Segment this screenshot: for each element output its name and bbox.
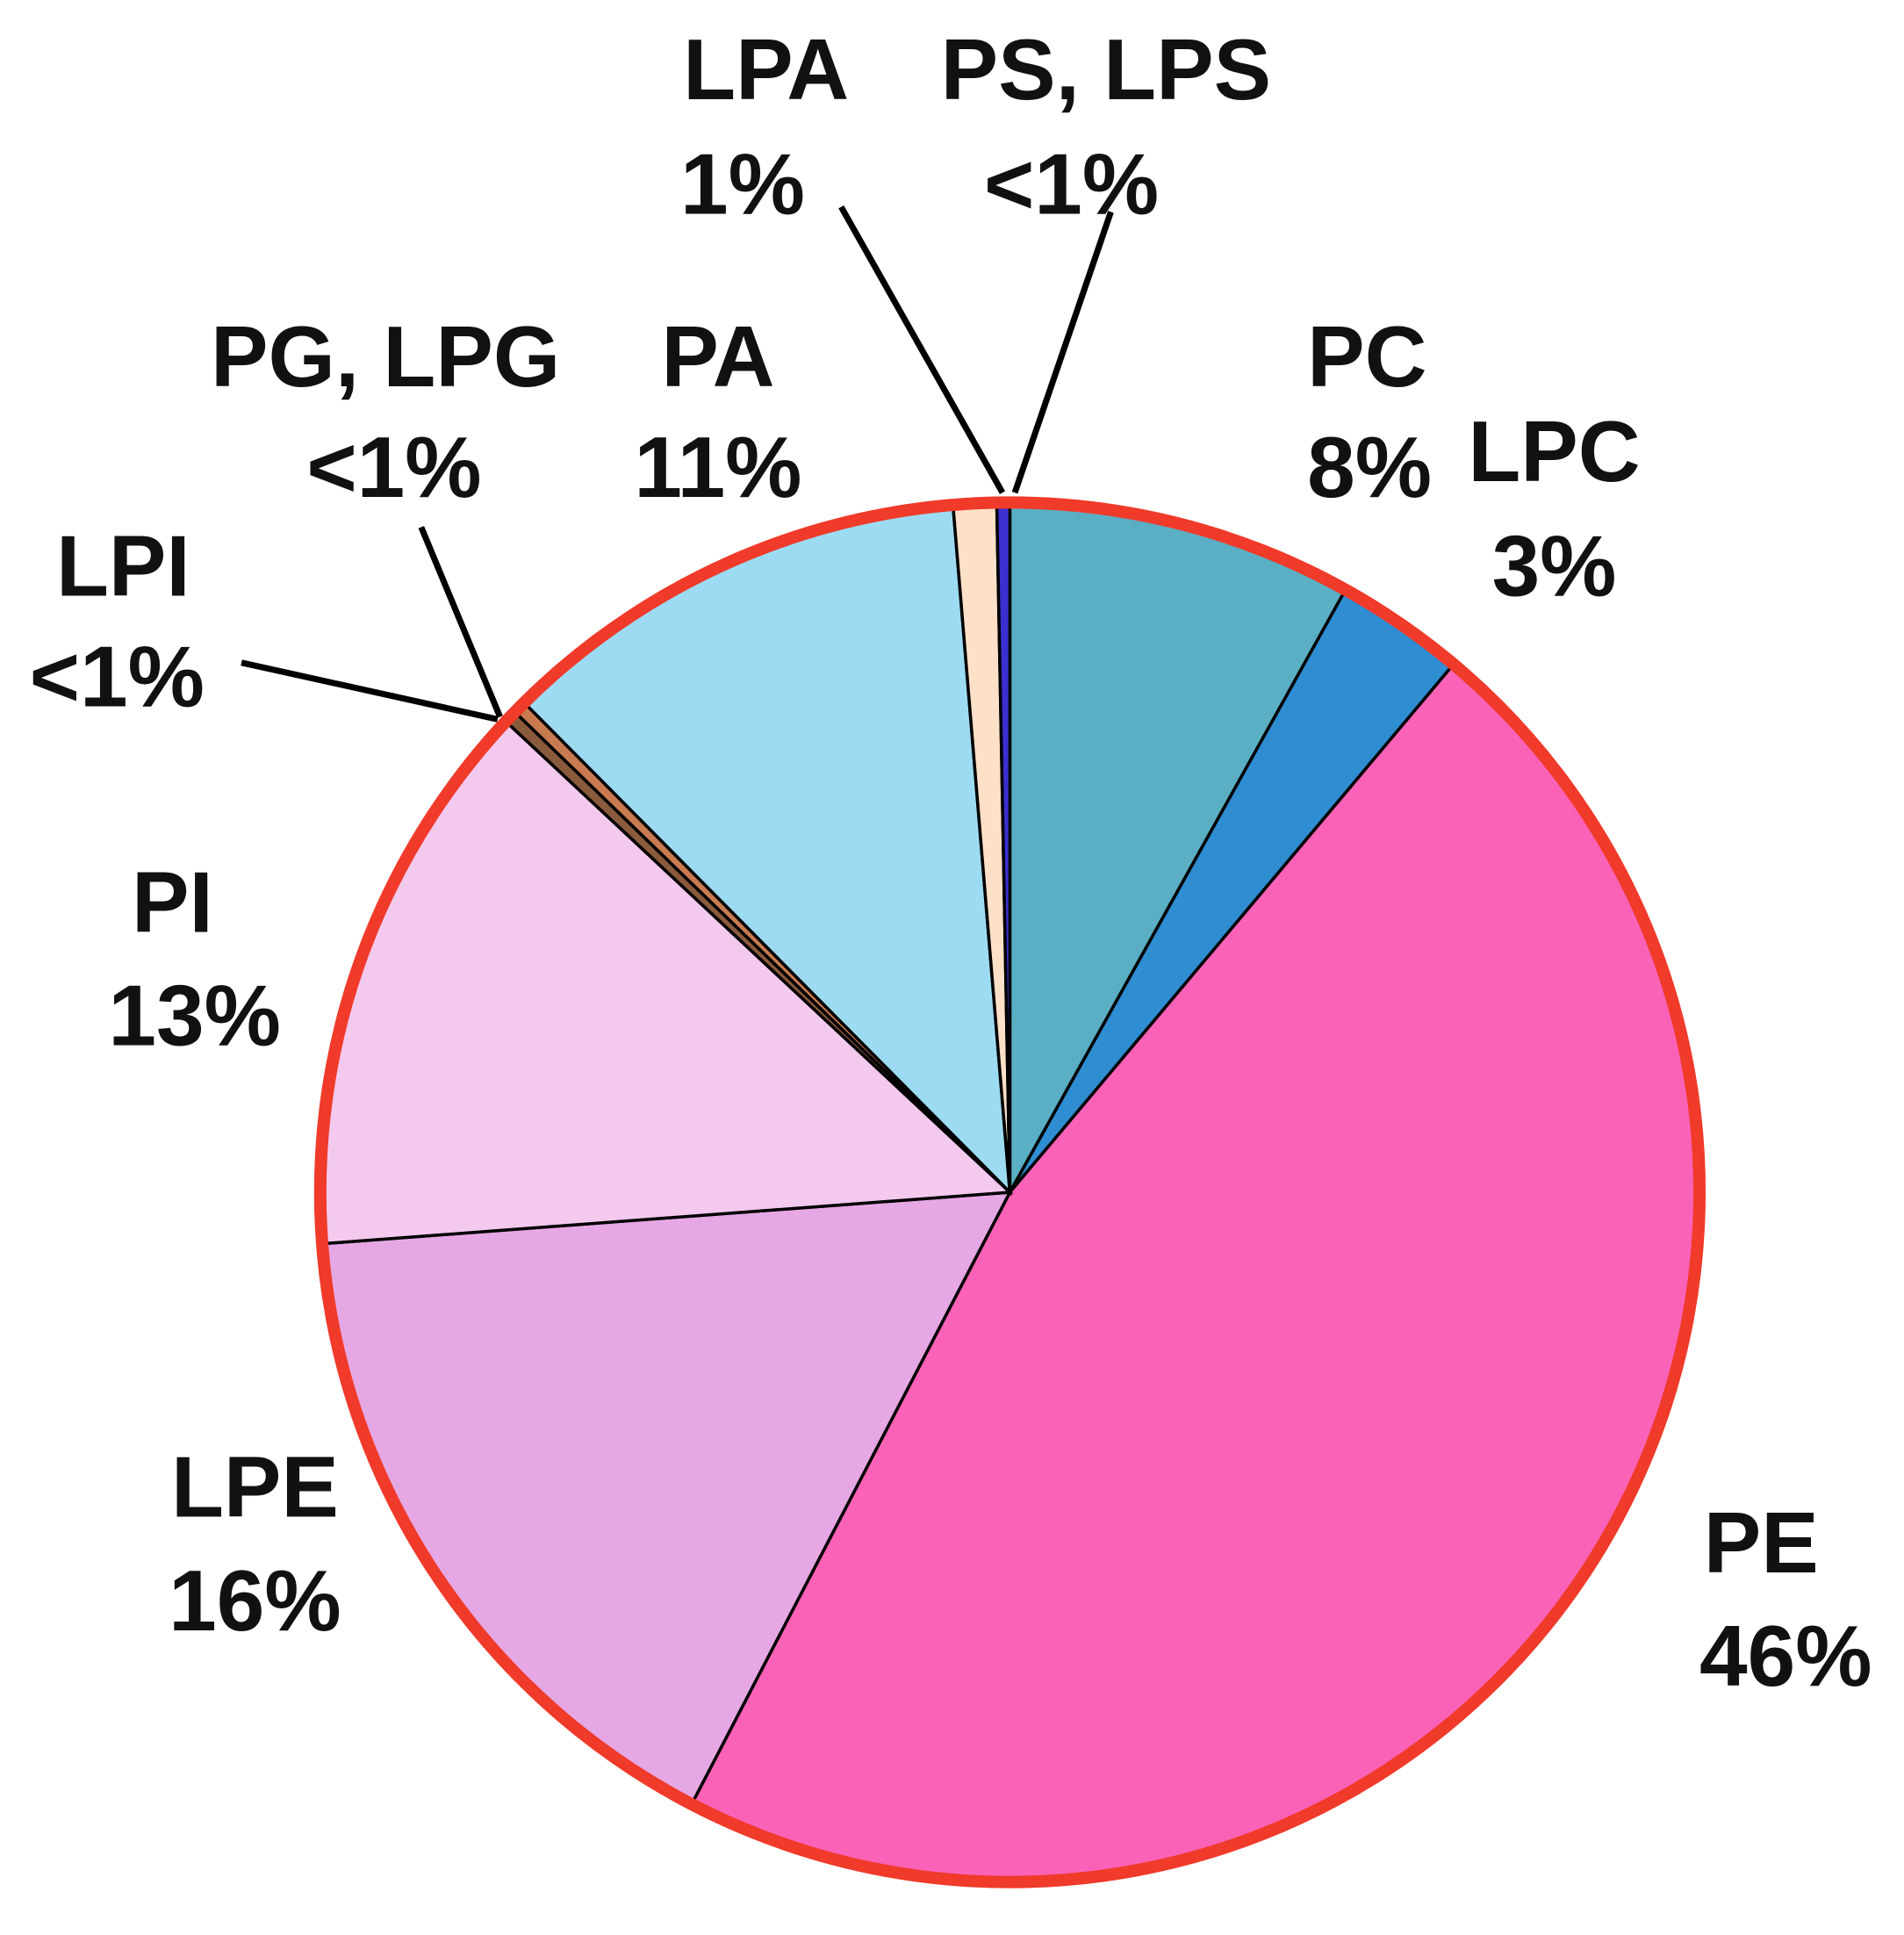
slice-value-label: 8% <box>1307 419 1432 515</box>
slice-value-label: <1% <box>306 419 481 515</box>
slice-label: PS, LPS <box>941 21 1272 118</box>
leader-lines <box>241 205 1114 723</box>
leader-line <box>838 205 1006 494</box>
slice-label: PA <box>661 308 774 405</box>
pie-outline <box>313 496 1706 1888</box>
slice-value-label: <1% <box>984 135 1159 232</box>
slice-value-label: 1% <box>680 135 805 232</box>
slice-label: LPA <box>683 21 849 118</box>
slice-value-label: <1% <box>30 629 205 725</box>
slice-label: PG, LPG <box>211 308 560 405</box>
slice-value-label: 16% <box>169 1552 341 1649</box>
slice-label: PI <box>132 853 213 950</box>
slice-value-label: 11% <box>634 419 801 515</box>
slice-value-label: 46% <box>1699 1608 1872 1704</box>
slice-label: PE <box>1704 1494 1819 1591</box>
leader-line <box>418 526 503 718</box>
slice-label: LPC <box>1468 403 1640 500</box>
leader-line <box>1011 211 1114 494</box>
slice-label: LPI <box>56 517 190 614</box>
slice-value-label: 3% <box>1492 517 1617 614</box>
leader-line <box>241 659 499 723</box>
slice-label: PC <box>1307 308 1426 405</box>
pie <box>319 500 1701 1884</box>
slice-label: LPE <box>171 1439 339 1536</box>
slice-value-label: 13% <box>108 967 281 1063</box>
